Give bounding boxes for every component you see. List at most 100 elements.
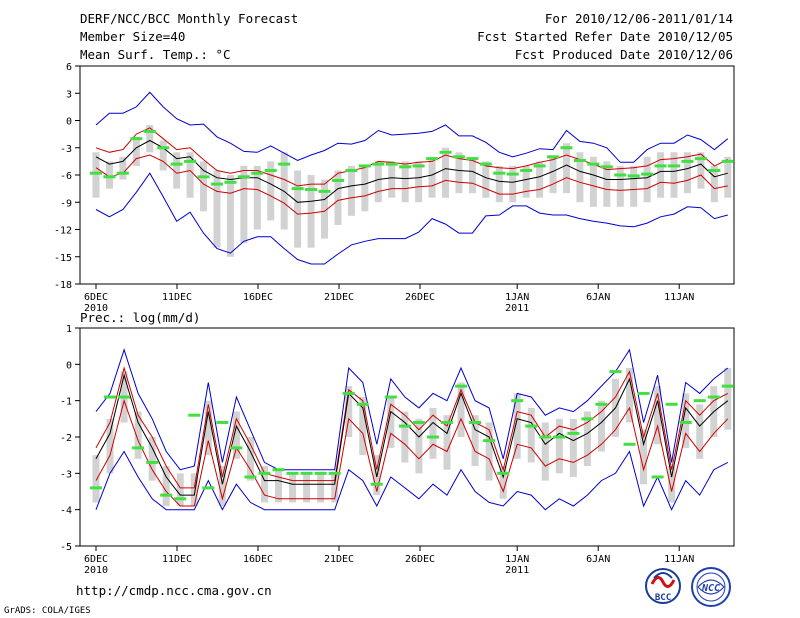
temperature-ytick-label: -12 — [54, 226, 72, 237]
observed-marker-precipitation-43 — [693, 399, 706, 403]
observed-marker-precipitation-26 — [455, 384, 468, 388]
precipitation-mean-line — [95, 373, 729, 496]
observed-marker-precipitation-14 — [286, 471, 299, 475]
precipitation-xtick-label: 1JAN — [505, 554, 529, 565]
observed-marker-precipitation-20 — [370, 482, 383, 486]
observed-marker-precipitation-23 — [412, 420, 425, 424]
spread-box-temperature-15 — [294, 170, 302, 248]
precipitation-xtick-label: 11DEC — [162, 554, 192, 565]
observed-marker-precipitation-5 — [160, 493, 173, 497]
observed-marker-precipitation-9 — [216, 420, 229, 424]
spread-box-precipitation-1 — [106, 418, 114, 474]
observed-marker-precipitation-16 — [314, 471, 327, 475]
temperature-xtick-label: 1JAN — [505, 292, 529, 303]
observed-marker-temperature-18 — [331, 178, 344, 182]
precipitation-xtick-label: 6JAN — [586, 554, 610, 565]
observed-marker-precipitation-37 — [609, 370, 622, 374]
spread-box-temperature-37 — [589, 156, 597, 207]
observed-marker-temperature-16 — [305, 188, 318, 192]
spread-box-temperature-13 — [267, 161, 275, 221]
observed-marker-temperature-44 — [681, 159, 694, 163]
observed-marker-precipitation-19 — [356, 402, 369, 406]
observed-marker-temperature-7 — [184, 159, 197, 163]
temperature-xtick-label: 26DEC — [405, 292, 435, 303]
spread-box-precipitation-8 — [204, 400, 212, 456]
spread-box-precipitation-0 — [92, 455, 100, 503]
observed-marker-precipitation-41 — [665, 402, 678, 406]
observed-marker-precipitation-2 — [118, 395, 131, 399]
spread-box-precipitation-3 — [134, 411, 142, 459]
spread-box-temperature-1 — [105, 161, 113, 189]
observed-marker-temperature-37 — [587, 162, 600, 166]
precipitation-ytick-label: -1 — [60, 397, 72, 408]
spread-box-temperature-26 — [442, 147, 450, 198]
spread-box-temperature-46 — [710, 165, 718, 203]
spread-box-temperature-40 — [630, 165, 638, 207]
observed-marker-precipitation-24 — [426, 435, 439, 439]
precipitation-year-label: 2011 — [505, 565, 529, 576]
spread-box-temperature-47 — [724, 156, 732, 198]
observed-marker-precipitation-12 — [258, 471, 271, 475]
precipitation-ytick-label: -4 — [60, 506, 72, 517]
precipitation-ytick-label: -5 — [60, 542, 72, 553]
ncc-logo: NCC — [691, 567, 731, 607]
observed-marker-temperature-36 — [573, 158, 586, 162]
spread-box-precipitation-31 — [527, 407, 535, 463]
spread-box-temperature-27 — [455, 152, 463, 194]
observed-marker-precipitation-13 — [272, 468, 285, 472]
spread-box-precipitation-9 — [218, 466, 226, 507]
observed-marker-precipitation-28 — [483, 439, 496, 443]
observed-marker-precipitation-25 — [441, 420, 453, 424]
observed-marker-temperature-26 — [439, 150, 452, 154]
spread-box-temperature-8 — [200, 161, 208, 212]
precipitation-xtick-label: 6DEC — [84, 554, 108, 565]
precipitation-ytick-label: -2 — [60, 433, 72, 444]
spread-box-temperature-11 — [240, 165, 248, 244]
observed-marker-precipitation-4 — [146, 460, 159, 464]
precipitation-ytick-label: -3 — [60, 469, 72, 480]
observed-marker-temperature-41 — [641, 172, 654, 176]
spread-box-precipitation-23 — [415, 418, 423, 474]
observed-marker-temperature-12 — [251, 171, 264, 175]
observed-marker-precipitation-42 — [679, 420, 692, 424]
temperature-xtick-label: 11JAN — [664, 292, 694, 303]
observed-marker-precipitation-33 — [553, 435, 566, 439]
observed-marker-temperature-15 — [291, 187, 304, 191]
temperature-outer-lower-line — [95, 172, 728, 265]
spread-box-temperature-19 — [347, 165, 355, 216]
spread-box-precipitation-13 — [275, 469, 283, 503]
temperature-ytick-label: -18 — [54, 280, 72, 291]
grads-credit: GrADS: COLA/IGES — [4, 606, 91, 616]
observed-marker-temperature-4 — [143, 129, 156, 133]
spread-box-precipitation-42 — [682, 393, 690, 448]
observed-marker-temperature-14 — [278, 162, 291, 166]
spread-box-precipitation-28 — [485, 422, 493, 481]
spread-box-temperature-23 — [401, 161, 409, 203]
source-url: http://cmdp.ncc.cma.gov.cn — [76, 583, 272, 598]
forecast-range: For 2010/12/06-2011/01/14 — [545, 11, 733, 26]
precipitation-year-label: 2010 — [84, 565, 108, 576]
spread-box-temperature-38 — [603, 161, 611, 207]
ncc-logo-text: NCC — [701, 583, 720, 594]
temperature-year-label: 2010 — [84, 303, 108, 314]
observed-marker-temperature-20 — [358, 164, 371, 168]
spread-box-temperature-21 — [374, 161, 382, 203]
observed-marker-precipitation-10 — [230, 446, 243, 450]
bcc-logo-text: BCC — [655, 593, 671, 603]
spread-box-temperature-42 — [657, 152, 665, 198]
observed-marker-temperature-35 — [560, 146, 573, 150]
bcc-logo: BCC — [645, 568, 681, 604]
spread-box-precipitation-18 — [345, 386, 353, 437]
temp-variable-label: Mean Surf. Temp.: °C — [80, 47, 231, 62]
observed-marker-temperature-42 — [654, 164, 667, 168]
observed-marker-precipitation-17 — [328, 471, 341, 475]
temperature-ytick-label: 6 — [66, 62, 72, 73]
spread-box-temperature-25 — [428, 156, 436, 198]
observed-marker-temperature-6 — [170, 162, 183, 166]
spread-box-precipitation-22 — [401, 411, 409, 463]
temperature-xtick-label: 16DEC — [243, 292, 273, 303]
precipitation-inner-upper-line — [95, 366, 729, 489]
observed-marker-temperature-2 — [116, 171, 129, 175]
spread-box-temperature-33 — [536, 161, 544, 198]
observed-marker-temperature-24 — [412, 164, 425, 168]
